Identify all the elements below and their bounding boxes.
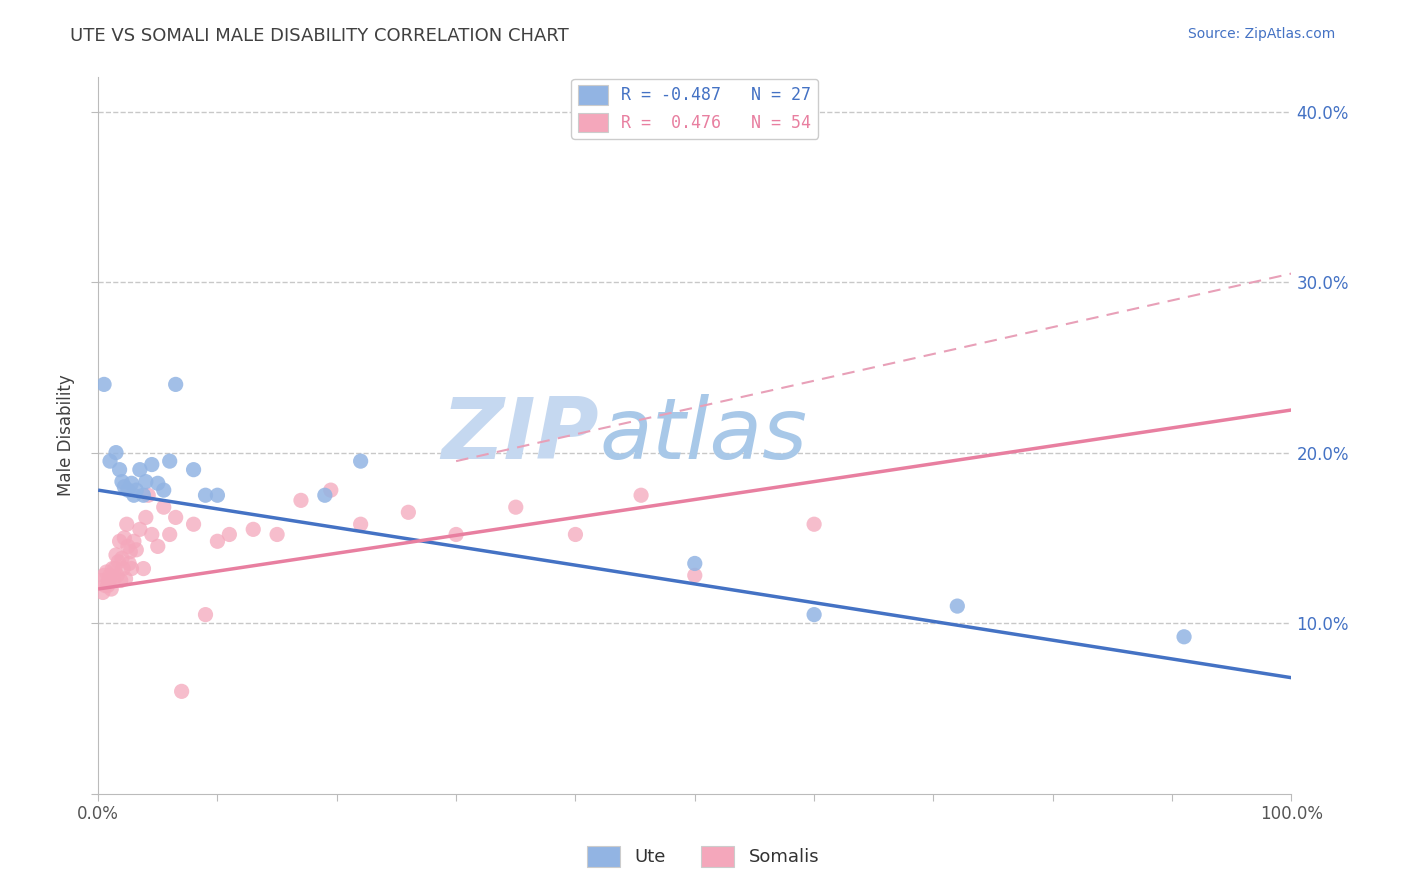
Point: [125, 542, 148, 557]
Point: [165, 377, 187, 392]
Legend: R = -0.487   N = 27, R =  0.476   N = 54: R = -0.487 N = 27, R = 0.476 N = 54: [571, 78, 818, 139]
Point: [117, 540, 139, 554]
Point: [125, 483, 148, 497]
Point: [349, 454, 371, 468]
Point: [183, 463, 205, 477]
Point: [112, 561, 135, 575]
Point: [183, 517, 205, 532]
Point: [128, 463, 150, 477]
Point: [93, 568, 115, 582]
Point: [121, 476, 143, 491]
Point: [132, 488, 155, 502]
Point: [94, 579, 117, 593]
Point: [207, 534, 229, 549]
Point: [122, 488, 145, 502]
Point: [319, 483, 342, 497]
Point: [110, 574, 132, 588]
Point: [97, 574, 120, 588]
Point: [396, 505, 419, 519]
Text: UTE VS SOMALI MALE DISABILITY CORRELATION CHART: UTE VS SOMALI MALE DISABILITY CORRELATIO…: [70, 27, 569, 45]
Point: [159, 527, 181, 541]
Point: [194, 488, 217, 502]
Point: [630, 488, 652, 502]
Point: [242, 522, 264, 536]
Point: [314, 488, 336, 502]
Point: [97, 579, 120, 593]
Point: [803, 517, 825, 532]
Point: [444, 527, 467, 541]
Point: [141, 458, 163, 472]
Point: [100, 582, 122, 596]
Point: [112, 480, 135, 494]
Point: [101, 561, 124, 575]
Point: [121, 561, 143, 575]
Point: [128, 522, 150, 536]
Point: [194, 607, 217, 622]
Point: [349, 517, 371, 532]
Point: [120, 544, 142, 558]
Y-axis label: Male Disability: Male Disability: [58, 375, 75, 497]
Point: [135, 510, 157, 524]
Point: [108, 463, 131, 477]
Legend: Ute, Somalis: Ute, Somalis: [579, 838, 827, 874]
Point: [683, 568, 706, 582]
Point: [207, 488, 229, 502]
Point: [105, 568, 128, 582]
Point: [132, 561, 155, 575]
Point: [114, 572, 136, 586]
Point: [103, 574, 125, 588]
Point: [98, 568, 121, 582]
Point: [218, 527, 240, 541]
Point: [159, 454, 181, 468]
Point: [152, 500, 174, 515]
Point: [117, 483, 139, 497]
Point: [505, 500, 527, 515]
Point: [108, 534, 131, 549]
Point: [1173, 630, 1195, 644]
Text: atlas: atlas: [599, 394, 807, 477]
Point: [564, 527, 586, 541]
Point: [136, 488, 159, 502]
Point: [152, 483, 174, 497]
Point: [170, 684, 193, 698]
Point: [111, 475, 134, 489]
Point: [105, 445, 128, 459]
Text: ZIP: ZIP: [441, 394, 599, 477]
Text: Source: ZipAtlas.com: Source: ZipAtlas.com: [1188, 27, 1336, 41]
Point: [105, 548, 128, 562]
Point: [290, 493, 312, 508]
Point: [803, 607, 825, 622]
Point: [146, 540, 169, 554]
Point: [112, 531, 135, 545]
Point: [91, 585, 114, 599]
Point: [946, 599, 969, 613]
Point: [135, 475, 157, 489]
Point: [104, 561, 127, 575]
Point: [96, 565, 118, 579]
Point: [146, 476, 169, 491]
Point: [118, 557, 141, 571]
Point: [122, 534, 145, 549]
Point: [141, 527, 163, 541]
Point: [98, 454, 121, 468]
Point: [93, 377, 115, 392]
Point: [107, 555, 129, 569]
Point: [683, 557, 706, 571]
Point: [165, 510, 187, 524]
Point: [90, 574, 112, 588]
Point: [115, 517, 138, 532]
Point: [111, 551, 134, 566]
Point: [266, 527, 288, 541]
